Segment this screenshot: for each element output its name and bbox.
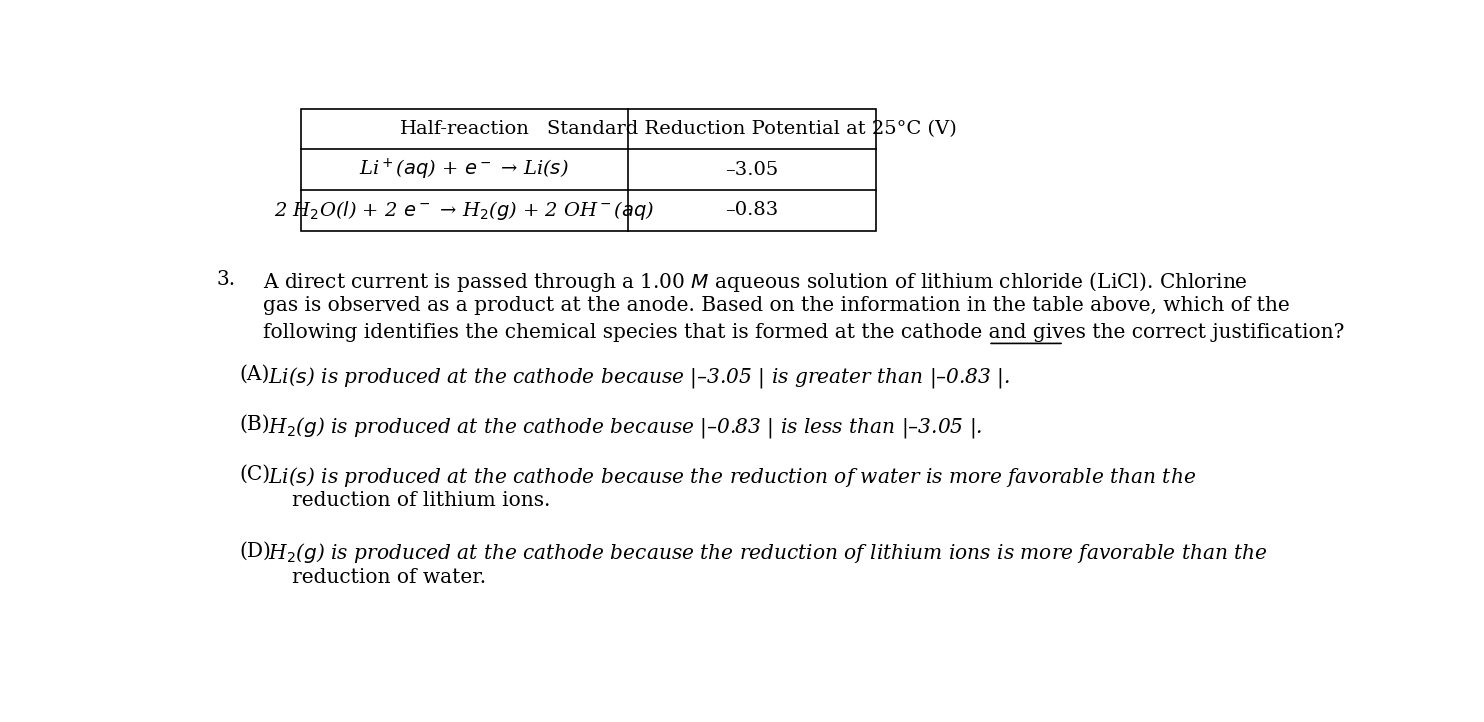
Text: H$_2$($g$) is produced at the cathode because the reduction of lithium ions is m: H$_2$($g$) is produced at the cathode be… bbox=[269, 542, 1267, 565]
Text: reduction of water.: reduction of water. bbox=[292, 568, 487, 587]
Text: A direct current is passed through a 1.00 $\mathit{M}$ aqueous solution of lithi: A direct current is passed through a 1.0… bbox=[263, 269, 1248, 294]
Text: 3.: 3. bbox=[217, 269, 236, 289]
Text: Standard Reduction Potential at 25°C (V): Standard Reduction Potential at 25°C (V) bbox=[548, 120, 957, 138]
Text: following identifies the chemical species that is formed at the cathode and: following identifies the chemical specie… bbox=[263, 323, 1025, 342]
Text: Li$^+$($aq$) + $e^-$ → Li($s$): Li$^+$($aq$) + $e^-$ → Li($s$) bbox=[359, 157, 570, 183]
Text: 2 H$_2$O($l$) + 2 $e^-$ → H$_2$($g$) + 2 OH$^-$($aq$): 2 H$_2$O($l$) + 2 $e^-$ → H$_2$($g$) + 2… bbox=[275, 199, 654, 222]
Text: (C): (C) bbox=[239, 465, 270, 484]
Text: following identifies the chemical species that is formed at the cathode: following identifies the chemical specie… bbox=[263, 323, 988, 342]
Text: H$_2$($g$) is produced at the cathode because |–0.83 | is less than |–3.05 |.: H$_2$($g$) is produced at the cathode be… bbox=[269, 414, 982, 440]
Text: (B): (B) bbox=[239, 414, 270, 434]
Text: (A): (A) bbox=[239, 365, 270, 383]
Text: Half-reaction: Half-reaction bbox=[399, 120, 530, 138]
Bar bbox=[300, 109, 876, 230]
Text: –3.05: –3.05 bbox=[726, 161, 779, 179]
Text: gas is observed as a product at the anode. Based on the information in the table: gas is observed as a product at the anod… bbox=[263, 296, 1290, 316]
Text: (D): (D) bbox=[239, 542, 272, 560]
Text: following identifies the chemical species that is formed at the cathode and give: following identifies the chemical specie… bbox=[263, 323, 1345, 342]
Text: reduction of lithium ions.: reduction of lithium ions. bbox=[292, 492, 551, 510]
Text: –0.83: –0.83 bbox=[726, 201, 779, 219]
Text: Li($s$) is produced at the cathode because the reduction of water is more favora: Li($s$) is produced at the cathode becau… bbox=[269, 465, 1196, 489]
Text: Li($s$) is produced at the cathode because |–3.05 | is greater than |–0.83 |.: Li($s$) is produced at the cathode becau… bbox=[269, 365, 1011, 390]
